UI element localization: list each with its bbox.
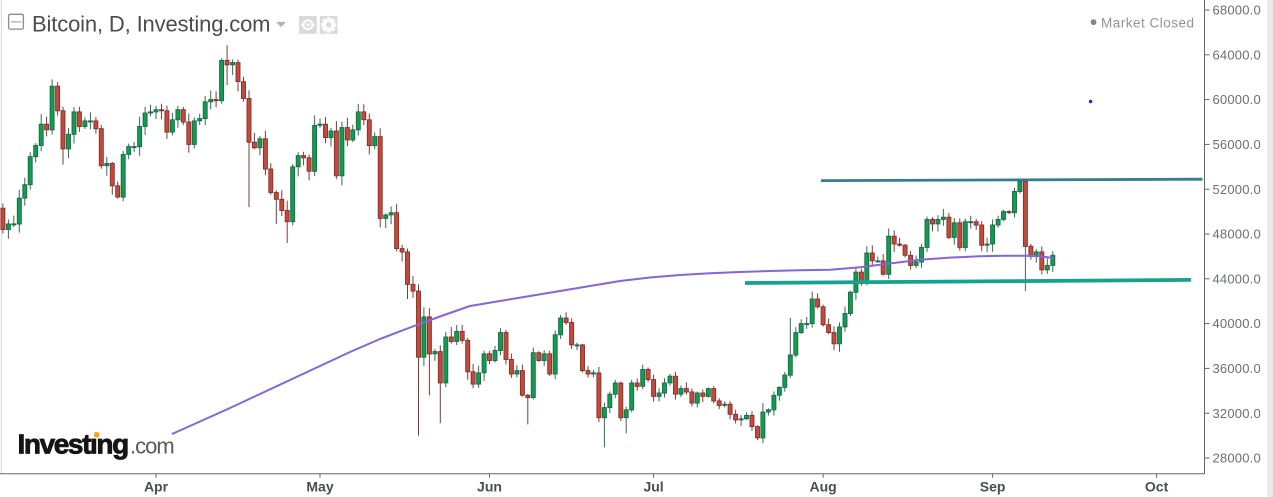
svg-text:28000.0: 28000.0 (1213, 451, 1261, 466)
svg-text:Apr: Apr (144, 479, 169, 495)
svg-text:48000.0: 48000.0 (1213, 227, 1261, 242)
svg-text:.com: .com (130, 434, 174, 459)
svg-text:Sep: Sep (980, 479, 1006, 495)
svg-text:Jul: Jul (643, 479, 663, 495)
svg-text:68000.0: 68000.0 (1213, 3, 1261, 18)
svg-text:Investıng: Investıng (18, 429, 129, 460)
svg-text:64000.0: 64000.0 (1213, 47, 1261, 62)
svg-text:Oct: Oct (1145, 479, 1169, 495)
svg-text:40000.0: 40000.0 (1213, 316, 1261, 331)
svg-text:60000.0: 60000.0 (1213, 92, 1261, 107)
svg-text:32000.0: 32000.0 (1213, 406, 1261, 421)
svg-text:44000.0: 44000.0 (1213, 271, 1261, 286)
svg-text:Aug: Aug (809, 479, 836, 495)
svg-text:Jun: Jun (477, 479, 502, 495)
svg-text:36000.0: 36000.0 (1213, 361, 1261, 376)
svg-text:Bitcoin, D, Investing.com: Bitcoin, D, Investing.com (32, 11, 270, 36)
svg-text:56000.0: 56000.0 (1213, 137, 1261, 152)
svg-text:52000.0: 52000.0 (1213, 182, 1261, 197)
svg-text:May: May (306, 479, 333, 495)
svg-text:Market Closed: Market Closed (1101, 15, 1195, 30)
